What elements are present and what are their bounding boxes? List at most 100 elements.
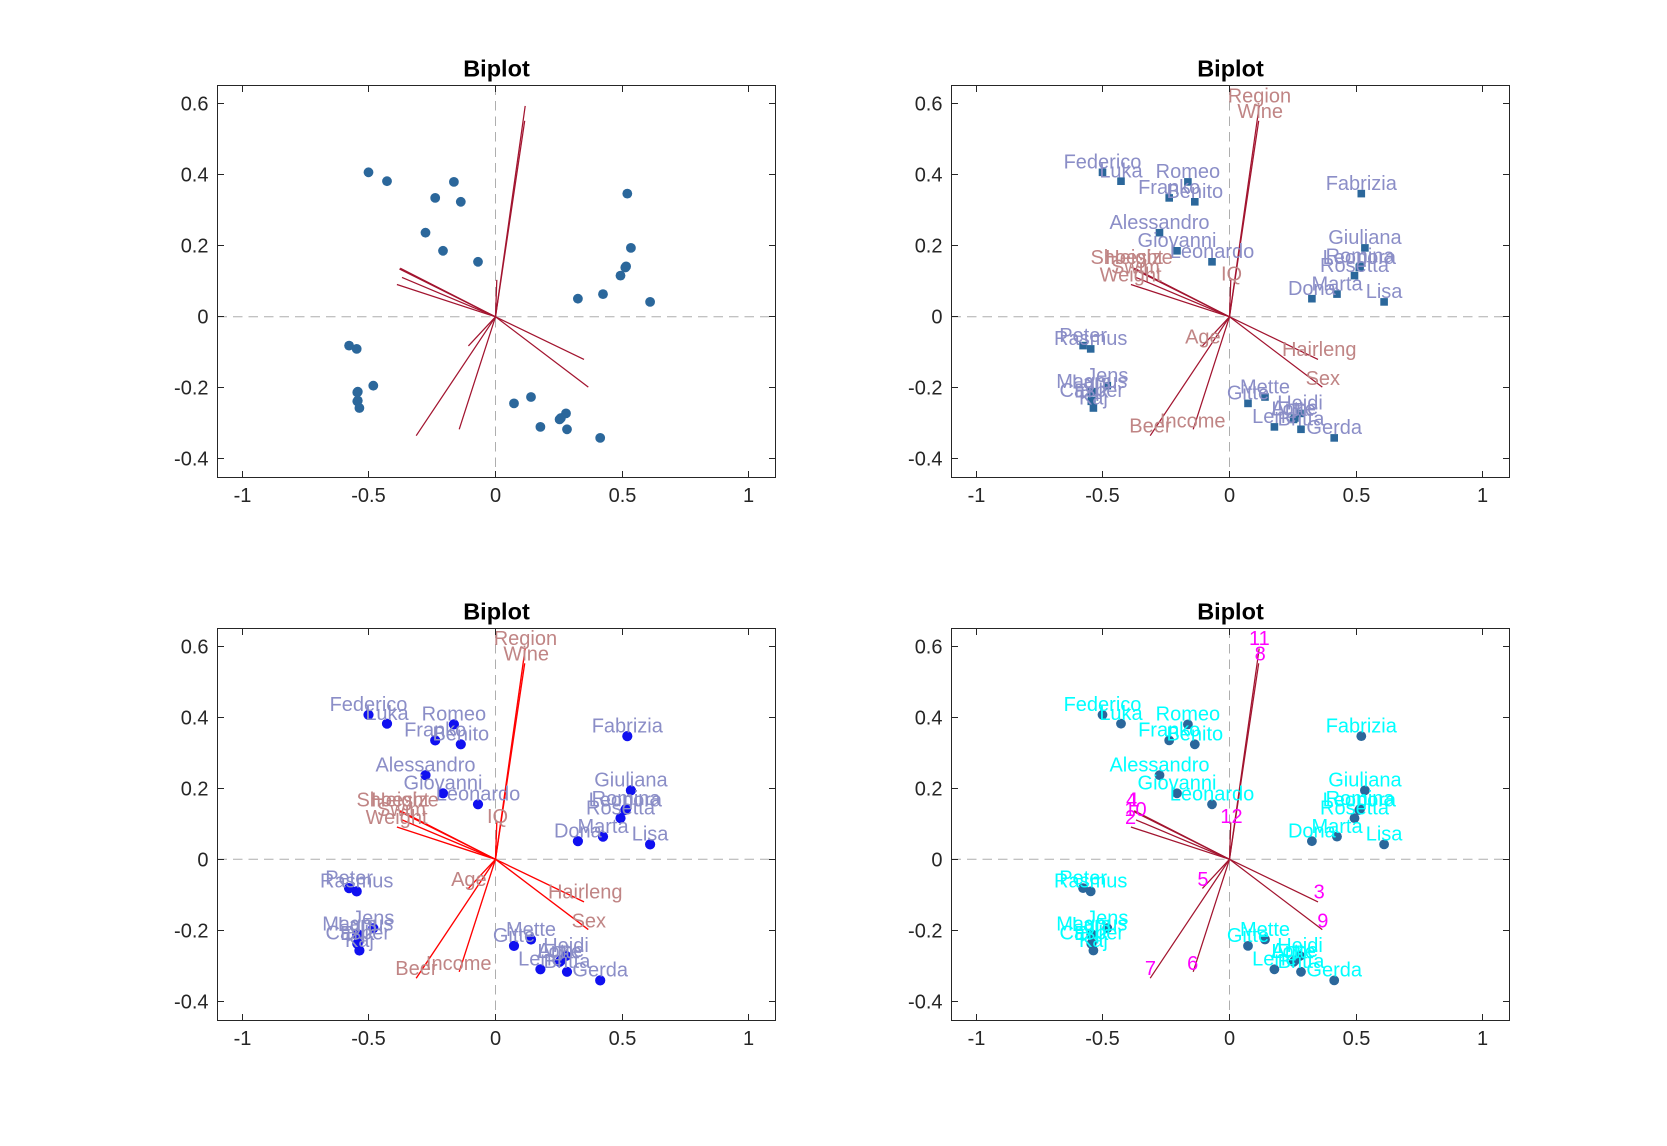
svg-text:Lars: Lars [1072, 372, 1111, 394]
svg-text:Rasmus: Rasmus [1054, 328, 1127, 350]
svg-text:Fabrizia: Fabrizia [592, 715, 664, 737]
svg-text:Franko: Franko [1138, 720, 1200, 742]
svg-text:1: 1 [743, 485, 754, 507]
svg-text:Fabrizia: Fabrizia [1326, 715, 1398, 737]
svg-text:Region: Region [1228, 86, 1291, 108]
svg-text:0.6: 0.6 [181, 93, 209, 115]
svg-text:-0.2: -0.2 [908, 920, 942, 942]
svg-text:Giuliana: Giuliana [1328, 770, 1402, 792]
svg-text:Weight: Weight [1100, 265, 1162, 287]
svg-text:Rosetta: Rosetta [1320, 255, 1390, 277]
svg-text:0.5: 0.5 [1343, 1028, 1371, 1050]
svg-text:Gerda: Gerda [572, 960, 628, 982]
svg-text:Benito: Benito [432, 724, 489, 746]
svg-text:Luka: Luka [1099, 703, 1143, 725]
svg-text:Height: Height [1105, 247, 1163, 269]
svg-text:Alessandro: Alessandro [375, 755, 475, 777]
svg-text:3: 3 [1314, 882, 1325, 904]
svg-text:0.2: 0.2 [181, 235, 209, 257]
svg-text:Shoesize: Shoesize [356, 790, 438, 812]
svg-text:0: 0 [490, 485, 501, 507]
svg-text:0.4: 0.4 [915, 707, 943, 729]
svg-text:-0.2: -0.2 [908, 377, 942, 399]
svg-text:Wine: Wine [1237, 101, 1283, 123]
svg-text:Anne: Anne [1272, 940, 1319, 962]
svg-text:0.5: 0.5 [609, 485, 637, 507]
svg-text:Mette: Mette [1240, 376, 1290, 398]
svg-text:-1: -1 [968, 1028, 986, 1050]
svg-text:Benito: Benito [1166, 181, 1223, 203]
svg-text:Britta: Britta [1278, 951, 1326, 973]
svg-text:10: 10 [1124, 799, 1146, 821]
svg-text:Beer: Beer [395, 958, 438, 980]
svg-text:Rasmus: Rasmus [1054, 871, 1127, 893]
svg-text:Luka: Luka [1099, 161, 1143, 183]
svg-text:Peter: Peter [325, 867, 373, 889]
svg-text:Marta: Marta [577, 816, 629, 838]
svg-text:4: 4 [1126, 790, 1137, 812]
svg-text:-0.4: -0.4 [174, 991, 208, 1013]
svg-text:5: 5 [1197, 869, 1208, 891]
svg-text:Gitte: Gitte [1227, 383, 1269, 405]
svg-text:Britta: Britta [1278, 409, 1326, 431]
svg-text:Fabrizia: Fabrizia [1326, 173, 1398, 195]
svg-text:0: 0 [931, 849, 942, 871]
svg-text:1: 1 [1477, 1028, 1488, 1050]
svg-text:Gitte: Gitte [493, 925, 535, 947]
svg-text:Casper: Casper [326, 922, 391, 944]
svg-text:Gerda: Gerda [1306, 417, 1362, 439]
svg-text:-0.5: -0.5 [1085, 485, 1119, 507]
svg-text:-0.5: -0.5 [351, 1028, 385, 1050]
svg-text:Dona: Dona [554, 821, 603, 843]
svg-text:Britta: Britta [544, 951, 592, 973]
svg-text:Giovanni: Giovanni [1138, 230, 1217, 252]
svg-text:Gitte: Gitte [1227, 925, 1269, 947]
svg-text:Kaj: Kaj [345, 930, 374, 952]
svg-text:1: 1 [743, 1028, 754, 1050]
svg-text:Benito: Benito [1166, 724, 1223, 746]
svg-text:Magnus: Magnus [1056, 371, 1127, 393]
svg-text:Leonardo: Leonardo [1170, 784, 1255, 806]
svg-text:0.6: 0.6 [915, 636, 943, 658]
svg-text:Magnus: Magnus [1056, 914, 1127, 936]
svg-text:Biplot: Biplot [463, 56, 530, 82]
svg-text:Leonardo: Leonardo [1170, 241, 1255, 263]
svg-text:1: 1 [1477, 485, 1488, 507]
svg-text:Age: Age [451, 869, 487, 891]
svg-text:0: 0 [197, 306, 208, 328]
svg-text:Kaj: Kaj [1079, 387, 1108, 409]
svg-text:7: 7 [1145, 958, 1156, 980]
svg-text:Beer: Beer [1129, 415, 1172, 437]
svg-text:0.4: 0.4 [181, 164, 209, 186]
svg-text:Jens: Jens [352, 908, 394, 930]
svg-text:0.2: 0.2 [915, 235, 943, 257]
svg-text:Leonora: Leonora [1323, 247, 1397, 269]
svg-text:Rasmus: Rasmus [320, 871, 393, 893]
svg-text:Romina: Romina [1326, 246, 1396, 268]
svg-text:Federico: Federico [1064, 694, 1142, 716]
svg-text:Lisa: Lisa [1366, 824, 1404, 846]
svg-text:0.6: 0.6 [181, 636, 209, 658]
svg-text:12: 12 [1220, 806, 1242, 828]
svg-text:Lotte: Lotte [1271, 941, 1315, 963]
svg-text:0.2: 0.2 [181, 778, 209, 800]
svg-text:Hairleng: Hairleng [1282, 339, 1356, 361]
svg-text:Kaj: Kaj [1079, 930, 1108, 952]
svg-text:Hairleng: Hairleng [548, 882, 622, 904]
svg-text:Giovanni: Giovanni [1138, 773, 1217, 795]
svg-text:-0.5: -0.5 [1085, 1028, 1119, 1050]
svg-text:Lisa: Lisa [632, 824, 670, 846]
svg-text:Rosetta: Rosetta [1320, 797, 1390, 819]
svg-text:0: 0 [197, 849, 208, 871]
svg-text:Heidi: Heidi [543, 935, 589, 957]
svg-text:-0.4: -0.4 [908, 991, 942, 1013]
svg-text:8: 8 [1255, 644, 1266, 666]
svg-text:11: 11 [1249, 628, 1270, 650]
svg-text:Erik: Erik [1074, 381, 1109, 403]
svg-text:Age: Age [1185, 327, 1221, 349]
svg-text:IQ: IQ [1221, 263, 1242, 285]
svg-text:Federico: Federico [1064, 152, 1142, 174]
svg-text:Romina: Romina [1326, 788, 1396, 810]
svg-text:9: 9 [1317, 910, 1328, 932]
svg-text:Federico: Federico [330, 694, 408, 716]
